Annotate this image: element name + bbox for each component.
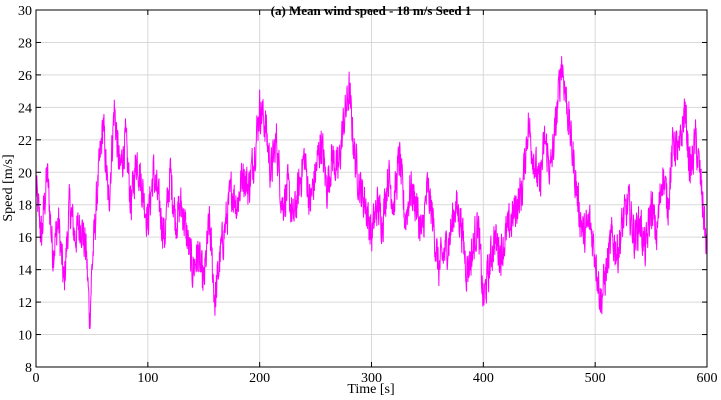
- y-tick-label: 8: [25, 361, 32, 376]
- x-tick-label: 200: [249, 371, 270, 386]
- y-tick-label: 14: [18, 264, 32, 279]
- y-tick-label: 30: [18, 4, 32, 19]
- tick-label-layer: 0 100 200 300 400 500 600 8 10 12 14 16 18 20 22 24 26 28…: [18, 4, 718, 386]
- tick-layer: [35, 9, 708, 368]
- x-tick-label: 300: [361, 371, 382, 386]
- y-tick-label: 26: [18, 69, 32, 84]
- x-tick-label: 500: [585, 371, 606, 386]
- wind-speed-series-line: [35, 56, 708, 330]
- x-tick-label: 100: [137, 371, 158, 386]
- y-tick-label: 22: [18, 134, 32, 149]
- grid-layer: [36, 10, 707, 367]
- x-tick-label: 600: [697, 371, 718, 386]
- series-layer: [35, 56, 708, 330]
- y-tick-label: 10: [18, 329, 32, 344]
- y-tick-label: 18: [18, 199, 32, 214]
- chart-title: (a) Mean wind speed - 18 m/s Seed 1: [271, 3, 472, 18]
- y-axis-label: Speed [m/s]: [1, 154, 16, 221]
- x-axis-label: Time [s]: [347, 382, 394, 397]
- y-tick-label: 20: [18, 166, 32, 181]
- y-tick-label: 28: [18, 36, 32, 51]
- y-tick-label: 12: [18, 296, 32, 311]
- x-tick-label: 0: [33, 371, 40, 386]
- x-tick-label: 400: [473, 371, 494, 386]
- y-tick-label: 16: [18, 231, 32, 246]
- y-tick-label: 24: [18, 101, 32, 116]
